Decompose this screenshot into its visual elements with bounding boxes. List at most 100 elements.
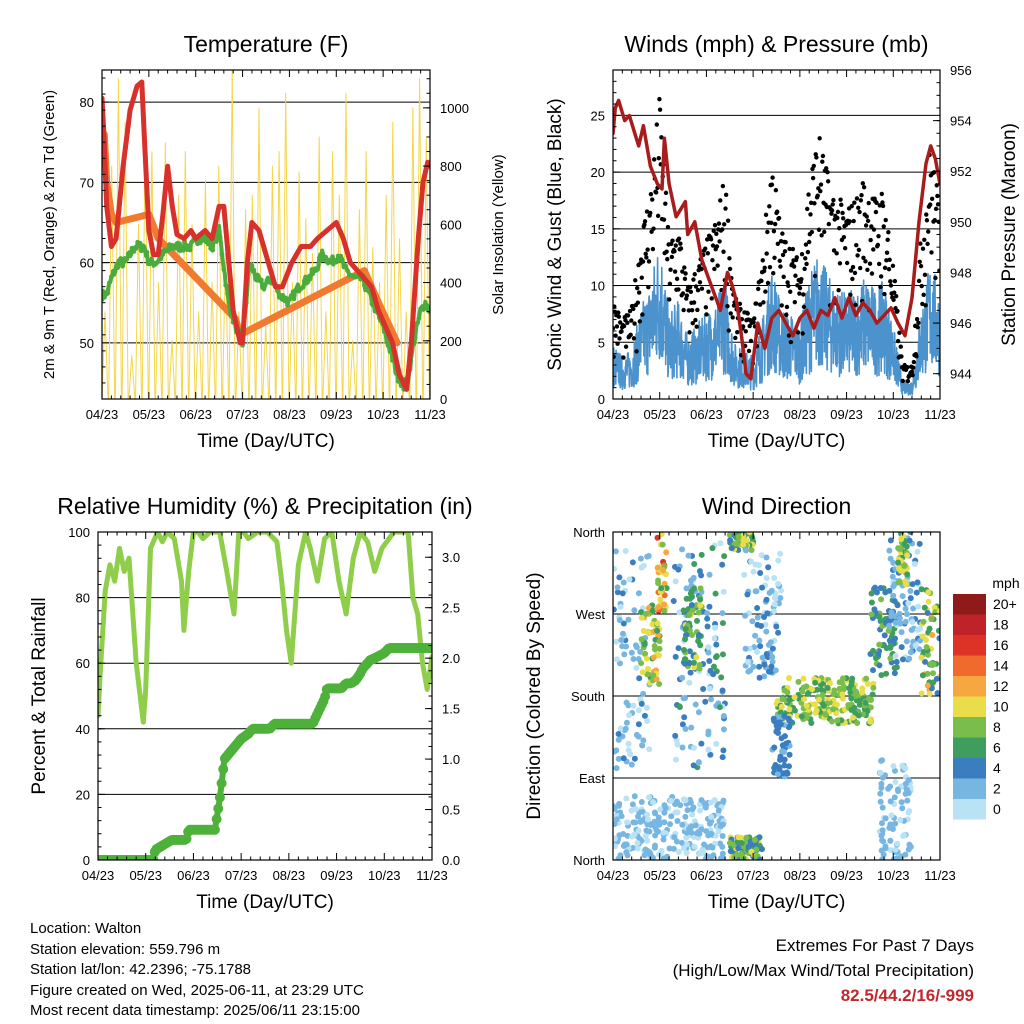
- wind-direction-point: [681, 646, 688, 653]
- gust-point: [689, 308, 695, 313]
- x-tick-label: 06/23: [179, 407, 212, 422]
- wind-direction-point: [619, 590, 626, 597]
- gust-point: [830, 202, 835, 207]
- gust-point: [880, 203, 886, 209]
- gust-point: [725, 304, 730, 309]
- wind-direction-point: [660, 829, 667, 836]
- gust-point: [771, 271, 776, 276]
- wind-direction-point: [771, 744, 778, 751]
- wind-direction-point: [614, 584, 621, 591]
- wind-direction-point: [615, 731, 622, 738]
- wind-direction-point: [699, 846, 706, 853]
- gust-point: [733, 335, 738, 341]
- wind-direction-point: [913, 589, 920, 596]
- wind-direction-point: [615, 736, 622, 743]
- wind-direction-point: [661, 809, 668, 816]
- gust-point: [924, 212, 929, 217]
- gust-point: [812, 201, 817, 206]
- wind-direction-point: [918, 690, 925, 697]
- gust-point: [784, 304, 790, 310]
- gust-point: [714, 244, 720, 249]
- gust-point: [819, 233, 824, 238]
- dewpoint-point: [123, 257, 129, 262]
- wind-direction-point: [615, 855, 622, 860]
- x-tick-label: 11/23: [924, 868, 956, 883]
- wind-direction-point: [740, 537, 747, 544]
- gust-point: [837, 261, 843, 266]
- wind-direction-point: [682, 636, 689, 643]
- gust-point: [905, 378, 911, 384]
- wind-direction-point: [868, 590, 875, 597]
- wind-direction-point: [690, 659, 697, 666]
- wind-direction-point: [628, 761, 635, 768]
- wind-direction-point: [696, 829, 703, 836]
- gust-point: [721, 249, 726, 254]
- wind-direction-point: [638, 609, 645, 616]
- wind-direction-point: [650, 799, 657, 806]
- gust-point: [927, 202, 933, 207]
- gust-point: [795, 283, 800, 288]
- extremes-box: Extremes For Past 7 Days (High/Low/Max W…: [673, 933, 974, 1008]
- wind-direction-point: [898, 536, 905, 543]
- relative-humidity-line: [98, 532, 432, 725]
- x-tick-label: 09/23: [320, 407, 353, 422]
- gust-point: [710, 243, 716, 248]
- wind-direction-point: [769, 653, 776, 660]
- wind-direction-point: [706, 571, 713, 578]
- wind-direction-point: [635, 827, 642, 834]
- wind-direction-point: [902, 765, 909, 772]
- gust-point: [799, 276, 804, 282]
- wind-direction-point: [613, 656, 620, 663]
- wind-direction-point: [646, 849, 653, 856]
- wind-direction-point: [786, 751, 793, 758]
- wind-direction-point: [926, 625, 933, 632]
- y-tick-label: 70: [80, 175, 94, 190]
- gust-point: [910, 372, 915, 378]
- wind-direction-point: [929, 631, 936, 638]
- wind-direction-point: [936, 608, 940, 615]
- wind-direction-point: [688, 602, 695, 609]
- gust-point: [720, 227, 725, 232]
- dewpoint-point: [137, 241, 142, 247]
- dewpoint-point: [127, 253, 133, 259]
- dewpoint-point: [320, 252, 326, 258]
- wind-direction-point: [886, 622, 893, 629]
- wind-direction-point: [613, 565, 618, 572]
- gust-point: [725, 218, 731, 223]
- wind-direction-point: [691, 664, 698, 671]
- wind-direction-point: [899, 593, 906, 600]
- y-tick-label: 20: [76, 787, 90, 802]
- wind-direction-point: [619, 630, 626, 637]
- y2-tick-label: 0.5: [442, 803, 460, 818]
- wind-direction-point: [625, 740, 632, 747]
- wind-direction-point: [887, 798, 894, 805]
- gust-point: [721, 222, 727, 227]
- y-tick-label: 5: [598, 335, 605, 350]
- wind-direction-point: [695, 632, 702, 639]
- wind-direction-point: [881, 632, 888, 639]
- gust-point: [895, 308, 900, 314]
- wind-direction-point: [646, 746, 653, 753]
- plot-frame: [101, 69, 431, 400]
- wind-direction-point: [876, 641, 883, 648]
- dewpoint-point: [288, 293, 294, 298]
- wind-direction-point: [892, 779, 899, 786]
- x-tick-label: 06/23: [690, 407, 723, 422]
- gust-point: [717, 239, 722, 244]
- wind-direction-point: [918, 586, 925, 593]
- wind-direction-point: [691, 561, 698, 568]
- x-tick-label: 09/23: [320, 868, 353, 883]
- wind-direction-point: [623, 719, 630, 726]
- wind-direction-point: [803, 683, 810, 690]
- gust-point: [910, 365, 916, 370]
- wind-direction-point: [731, 540, 738, 547]
- created-text: Figure created on Wed, 2025-06-11, at 23…: [30, 981, 364, 999]
- dewpoint-point: [197, 240, 202, 245]
- y-tick-label: South: [571, 689, 605, 704]
- wind-direction-point: [647, 821, 654, 828]
- y-tick-label: 50: [80, 336, 94, 351]
- wind-direction-point: [909, 618, 916, 625]
- y2-tick-label: 600: [440, 217, 462, 232]
- gust-point: [648, 210, 653, 216]
- wind-direction-point: [887, 837, 894, 844]
